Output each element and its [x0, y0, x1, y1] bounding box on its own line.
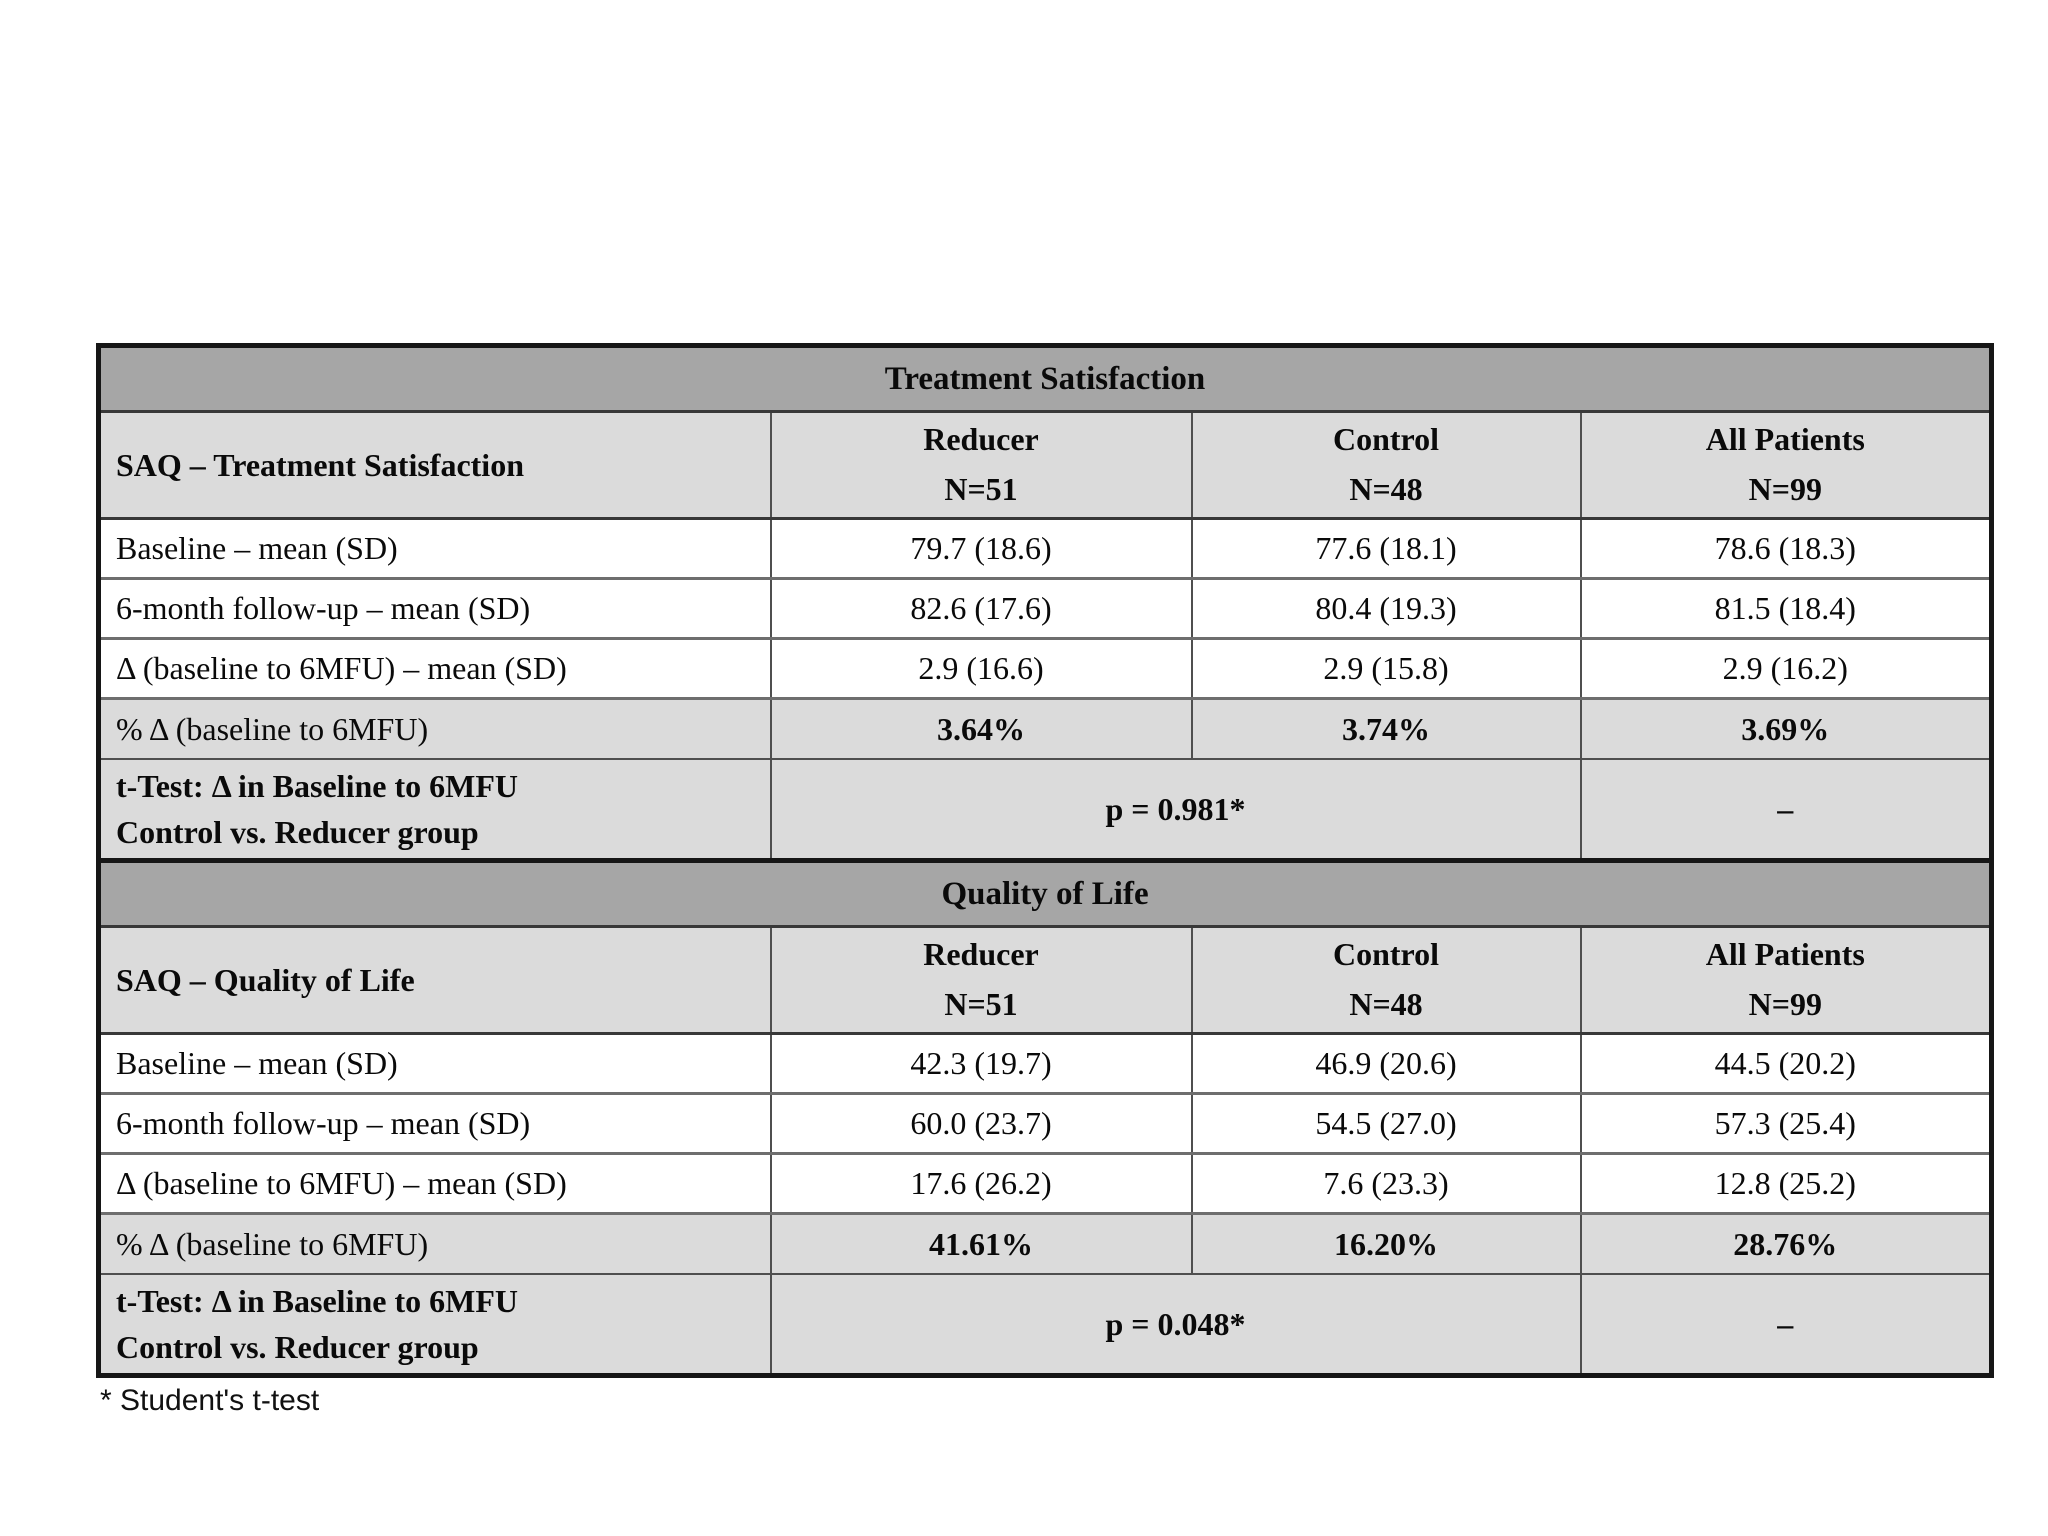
- value-all-patients: 28.76%: [1579, 1212, 1993, 1275]
- col-header-reducer-n: N=51: [944, 471, 1018, 507]
- table-row-ttest: t-Test: Δ in Baseline to 6MFU Control vs…: [97, 1273, 1993, 1377]
- saq-scale-label: SAQ – Quality of Life: [97, 925, 772, 1035]
- row-label: % Δ (baseline to 6MFU): [97, 1212, 772, 1275]
- value-all-patients: 2.9 (16.2): [1579, 637, 1993, 700]
- col-header-control-name: Control: [1332, 421, 1440, 458]
- col-header-all-patients-n: N=99: [1748, 471, 1822, 507]
- ttest-label-line1: t-Test: Δ in Baseline to 6MFU: [116, 767, 518, 804]
- row-label: 6-month follow-up – mean (SD): [97, 577, 772, 640]
- table-row-baseline: Baseline – mean (SD) 42.3 (19.7) 46.9 (2…: [97, 1032, 1993, 1095]
- table-row-percent-delta: % Δ (baseline to 6MFU) 41.61% 16.20% 28.…: [97, 1212, 1993, 1275]
- section-title: Quality of Life: [97, 858, 1993, 928]
- dash-cell: –: [1579, 1273, 1993, 1377]
- col-header-reducer: Reducer N=51: [769, 410, 1193, 520]
- col-header-control-n: N=48: [1349, 986, 1423, 1022]
- col-header-all-patients: All Patients N=99: [1579, 925, 1993, 1035]
- table-row-baseline: Baseline – mean (SD) 79.7 (18.6) 77.6 (1…: [97, 517, 1993, 580]
- dash-cell: –: [1579, 758, 1993, 862]
- value-all-patients: 81.5 (18.4): [1579, 577, 1993, 640]
- col-header-reducer-n: N=51: [944, 986, 1018, 1022]
- results-table: Treatment Satisfaction SAQ – Treatment S…: [96, 343, 1995, 1378]
- value-all-patients: 78.6 (18.3): [1579, 517, 1993, 580]
- value-reducer: 79.7 (18.6): [769, 517, 1193, 580]
- value-control: 80.4 (19.3): [1190, 577, 1582, 640]
- table-row-6mfu: 6-month follow-up – mean (SD) 82.6 (17.6…: [97, 577, 1993, 640]
- value-reducer: 60.0 (23.7): [769, 1092, 1193, 1155]
- value-all-patients: 12.8 (25.2): [1579, 1152, 1993, 1215]
- table-row-6mfu: 6-month follow-up – mean (SD) 60.0 (23.7…: [97, 1092, 1993, 1155]
- value-control: 3.74%: [1190, 697, 1582, 760]
- col-header-control: Control N=48: [1190, 410, 1582, 520]
- value-control: 16.20%: [1190, 1212, 1582, 1275]
- col-header-all-patients-name: All Patients: [1705, 936, 1865, 973]
- value-reducer: 2.9 (16.6): [769, 637, 1193, 700]
- ttest-label-line1: t-Test: Δ in Baseline to 6MFU: [116, 1282, 518, 1319]
- p-value-cell: p = 0.981*: [769, 758, 1582, 862]
- column-header-row: SAQ – Treatment Satisfaction Reducer N=5…: [97, 410, 1993, 520]
- value-control: 7.6 (23.3): [1190, 1152, 1582, 1215]
- value-control: 46.9 (20.6): [1190, 1032, 1582, 1095]
- value-reducer: 41.61%: [769, 1212, 1193, 1275]
- value-reducer: 17.6 (26.2): [769, 1152, 1193, 1215]
- row-label: Baseline – mean (SD): [97, 517, 772, 580]
- section-title: Treatment Satisfaction: [97, 344, 1993, 413]
- column-header-row: SAQ – Quality of Life Reducer N=51 Contr…: [97, 925, 1993, 1035]
- row-label: Δ (baseline to 6MFU) – mean (SD): [97, 1152, 772, 1215]
- col-header-all-patients-n: N=99: [1748, 986, 1822, 1022]
- col-header-reducer: Reducer N=51: [769, 925, 1193, 1035]
- footnote: * Student's t-test: [100, 1384, 320, 1417]
- row-label: 6-month follow-up – mean (SD): [97, 1092, 772, 1155]
- col-header-control-n: N=48: [1349, 471, 1423, 507]
- section-band-quality-of-life: Quality of Life: [97, 858, 1993, 928]
- col-header-control: Control N=48: [1190, 925, 1582, 1035]
- p-value-cell: p = 0.048*: [769, 1273, 1582, 1377]
- section-band-treatment-satisfaction: Treatment Satisfaction: [97, 344, 1993, 413]
- table-row-delta: Δ (baseline to 6MFU) – mean (SD) 2.9 (16…: [97, 637, 1993, 700]
- row-label: % Δ (baseline to 6MFU): [97, 697, 772, 760]
- value-all-patients: 44.5 (20.2): [1579, 1032, 1993, 1095]
- value-reducer: 82.6 (17.6): [769, 577, 1193, 640]
- value-all-patients: 3.69%: [1579, 697, 1993, 760]
- value-control: 54.5 (27.0): [1190, 1092, 1582, 1155]
- col-header-reducer-name: Reducer: [923, 936, 1039, 973]
- col-header-all-patients: All Patients N=99: [1579, 410, 1993, 520]
- ttest-label-line2: Control vs. Reducer group: [116, 1329, 479, 1365]
- table-row-ttest: t-Test: Δ in Baseline to 6MFU Control vs…: [97, 758, 1993, 862]
- value-all-patients: 57.3 (25.4): [1579, 1092, 1993, 1155]
- ttest-label: t-Test: Δ in Baseline to 6MFU Control vs…: [97, 1273, 772, 1377]
- ttest-label-line2: Control vs. Reducer group: [116, 814, 479, 850]
- value-control: 77.6 (18.1): [1190, 517, 1582, 580]
- table-row-delta: Δ (baseline to 6MFU) – mean (SD) 17.6 (2…: [97, 1152, 1993, 1215]
- saq-scale-label: SAQ – Treatment Satisfaction: [97, 410, 772, 520]
- col-header-all-patients-name: All Patients: [1705, 421, 1865, 458]
- row-label: Baseline – mean (SD): [97, 1032, 772, 1095]
- table-row-percent-delta: % Δ (baseline to 6MFU) 3.64% 3.74% 3.69%: [97, 697, 1993, 760]
- row-label: Δ (baseline to 6MFU) – mean (SD): [97, 637, 772, 700]
- col-header-reducer-name: Reducer: [923, 421, 1039, 458]
- results-table-container: Treatment Satisfaction SAQ – Treatment S…: [96, 343, 1995, 1378]
- value-reducer: 42.3 (19.7): [769, 1032, 1193, 1095]
- col-header-control-name: Control: [1332, 936, 1440, 973]
- value-reducer: 3.64%: [769, 697, 1193, 760]
- value-control: 2.9 (15.8): [1190, 637, 1582, 700]
- ttest-label: t-Test: Δ in Baseline to 6MFU Control vs…: [97, 758, 772, 862]
